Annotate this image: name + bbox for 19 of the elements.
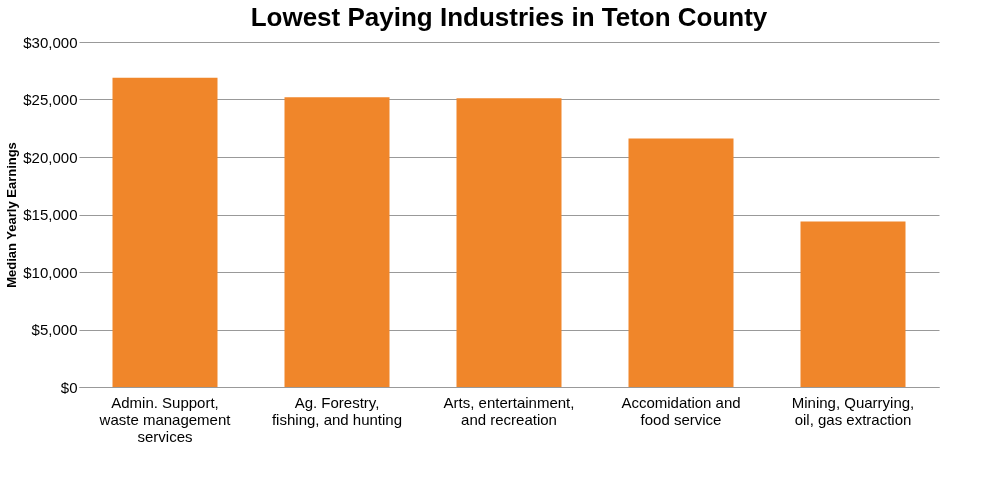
y-tick-label: $20,000 xyxy=(23,148,78,166)
bar xyxy=(284,97,390,387)
x-tick-label: Mining, Quarrying, oil, gas extraction xyxy=(791,393,915,428)
x-tick-label: Ag. Forestry, fishing, and hunting xyxy=(271,393,403,428)
y-tick-label: $10,000 xyxy=(23,263,78,281)
x-tick-label: Arts, entertainment, and recreation xyxy=(443,393,575,428)
y-tick-label: $0 xyxy=(60,378,78,396)
y-tick-label: $5,000 xyxy=(31,321,78,338)
bar xyxy=(456,98,562,387)
bar xyxy=(628,138,734,387)
y-tick-label: $30,000 xyxy=(23,33,78,51)
chart-title: Lowest Paying Industries in Teton County xyxy=(250,2,768,32)
bar xyxy=(112,77,218,387)
y-tick-label: $25,000 xyxy=(23,91,78,108)
y-axis-title: Median Yearly Earnings xyxy=(4,142,20,288)
x-tick-label: Admin. Support, waste management services xyxy=(98,393,232,445)
x-tick-label: Accomidation and food service xyxy=(621,393,741,428)
bar xyxy=(800,221,906,387)
y-tick-label: $15,000 xyxy=(23,206,78,223)
